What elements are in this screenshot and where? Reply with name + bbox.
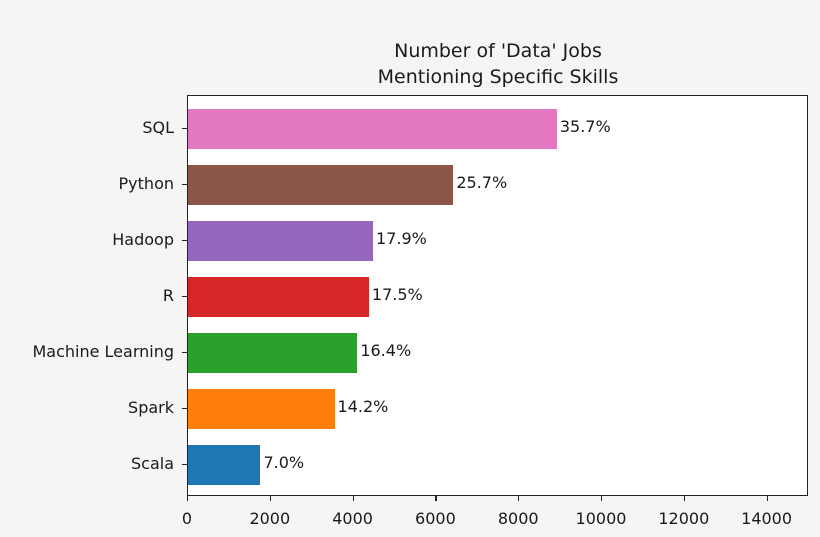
chart-title: Number of 'Data' Jobs Mentioning Specifi…	[187, 38, 809, 90]
x-tick	[269, 496, 272, 501]
y-tick	[182, 352, 187, 354]
x-tick	[187, 496, 189, 501]
x-tick-label: 2000	[249, 509, 291, 528]
x-tick-label: 4000	[332, 509, 373, 528]
y-tick-label: R	[162, 286, 174, 305]
bar-value-label: 35.7%	[559, 117, 611, 136]
y-tick-label: SQL	[142, 118, 174, 137]
y-tick	[182, 128, 187, 130]
y-tick	[182, 464, 187, 466]
x-tick-label: 8000	[497, 509, 539, 528]
bar-scala	[188, 445, 261, 485]
bar-value-label: 16.4%	[360, 341, 412, 360]
x-tick	[435, 496, 437, 501]
y-tick-label: Python	[118, 174, 174, 193]
y-tick-label: Spark	[128, 398, 174, 417]
bar-value-label: 17.9%	[376, 229, 427, 248]
chart-title-line-1: Number of 'Data' Jobs	[394, 40, 602, 62]
bar-value-label: 7.0%	[263, 453, 305, 472]
bar-value-label: 25.7%	[456, 173, 508, 192]
x-tick-label: 0	[181, 509, 193, 528]
y-tick-label: Machine Learning	[32, 342, 174, 361]
x-tick	[601, 496, 603, 501]
bar-python	[188, 165, 454, 205]
x-tick-label: 6000	[415, 509, 456, 528]
x-tick-label: 14000	[741, 509, 793, 528]
x-tick	[683, 496, 686, 501]
y-tick	[182, 296, 187, 298]
bar-r	[188, 277, 369, 317]
x-tick	[518, 496, 520, 501]
bar-value-label: 17.5%	[371, 285, 423, 304]
y-tick	[182, 240, 187, 242]
bar-sql	[188, 109, 557, 149]
x-tick	[352, 496, 354, 501]
y-tick-label: Scala	[130, 454, 174, 473]
y-tick-label: Hadoop	[112, 230, 174, 249]
x-tick-label: 12000	[658, 509, 710, 528]
chart-title-line-2: Mentioning Specific Skills	[377, 66, 619, 88]
y-tick	[182, 408, 187, 410]
y-tick	[182, 184, 187, 186]
bar-machine-learning	[188, 333, 358, 373]
bar-hadoop	[188, 221, 374, 261]
x-tick-label: 10000	[575, 509, 627, 528]
plot-area: 35.7% 25.7% 17.9% 17.5% 16.4% 14.2% 7.0%	[187, 95, 808, 496]
bar-value-label: 14.2%	[337, 397, 389, 416]
x-tick	[766, 496, 768, 501]
bar-spark	[188, 389, 335, 429]
